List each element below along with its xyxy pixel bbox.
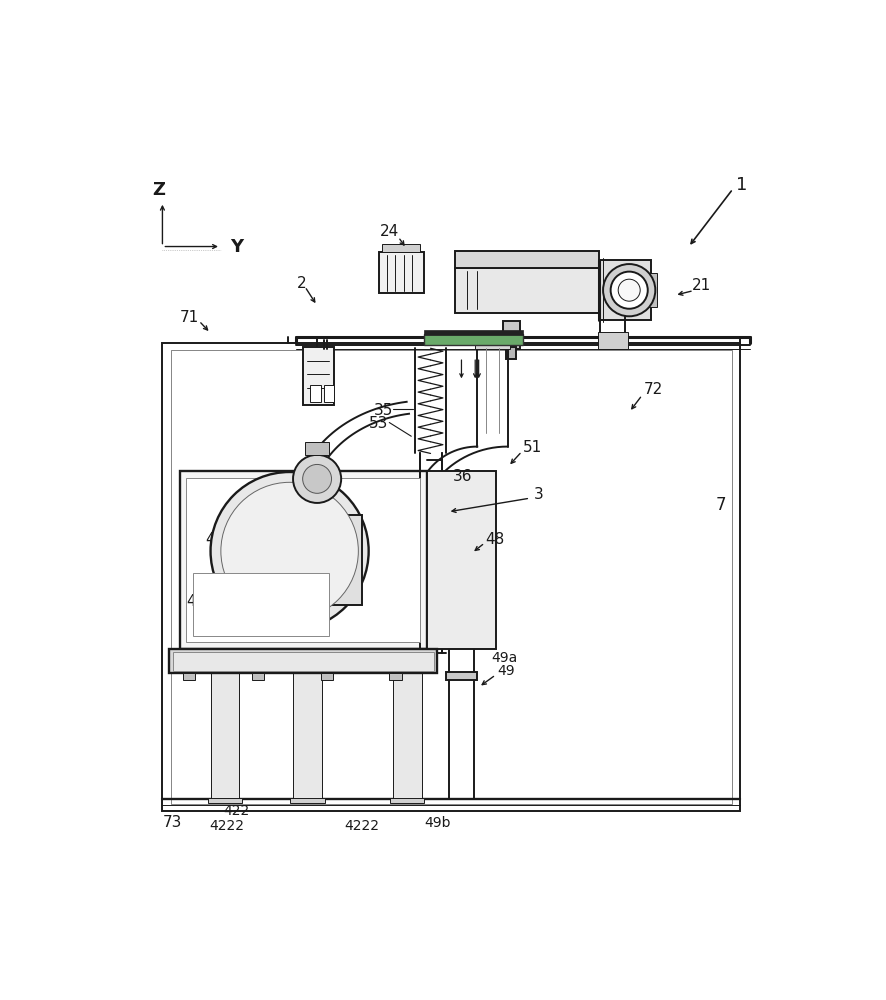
- Bar: [305, 442, 329, 455]
- Bar: [455, 268, 598, 313]
- Bar: [598, 260, 649, 320]
- Bar: [252, 673, 264, 680]
- Text: 49a: 49a: [491, 651, 517, 665]
- Text: 35: 35: [373, 403, 392, 418]
- Text: 51: 51: [523, 440, 542, 455]
- Bar: [162, 343, 739, 811]
- Bar: [173, 652, 433, 671]
- Text: 71: 71: [179, 310, 198, 325]
- Bar: [475, 337, 509, 349]
- Text: 3: 3: [533, 487, 543, 502]
- Circle shape: [610, 272, 647, 309]
- Text: 42: 42: [186, 594, 206, 609]
- Text: 53: 53: [369, 416, 387, 431]
- Bar: [170, 350, 731, 804]
- Bar: [310, 385, 320, 402]
- Text: 49: 49: [497, 664, 514, 678]
- Bar: [327, 515, 361, 605]
- Text: 2: 2: [296, 276, 306, 291]
- Text: 36: 36: [453, 469, 472, 484]
- Circle shape: [302, 464, 331, 493]
- Bar: [210, 673, 239, 799]
- Text: 43: 43: [265, 487, 284, 502]
- Bar: [303, 347, 334, 405]
- Bar: [455, 251, 598, 268]
- Circle shape: [618, 279, 640, 301]
- Bar: [427, 471, 495, 649]
- Text: 48: 48: [485, 532, 504, 547]
- Bar: [290, 798, 324, 803]
- Text: Y: Y: [229, 238, 243, 256]
- Bar: [323, 385, 334, 402]
- Bar: [390, 798, 424, 803]
- Text: 21: 21: [691, 278, 711, 293]
- Text: 4: 4: [206, 532, 215, 547]
- Text: 4222: 4222: [344, 819, 379, 833]
- Text: 49b: 49b: [424, 816, 450, 830]
- Bar: [446, 672, 476, 680]
- Text: 7: 7: [715, 496, 726, 514]
- Text: 41: 41: [252, 504, 271, 519]
- Text: 4222: 4222: [208, 819, 244, 833]
- Text: 1: 1: [735, 176, 747, 194]
- Bar: [597, 332, 627, 349]
- Bar: [382, 244, 420, 252]
- Text: 73: 73: [162, 815, 182, 830]
- Bar: [392, 673, 421, 799]
- Bar: [378, 252, 424, 293]
- Text: 24: 24: [379, 224, 399, 239]
- Bar: [193, 573, 329, 636]
- Bar: [506, 347, 516, 359]
- Text: 421: 421: [210, 553, 237, 567]
- Circle shape: [292, 455, 341, 503]
- Bar: [424, 330, 523, 335]
- Bar: [320, 673, 332, 680]
- Bar: [183, 673, 195, 680]
- Bar: [389, 673, 401, 680]
- Circle shape: [210, 472, 369, 630]
- Bar: [207, 798, 242, 803]
- Bar: [179, 471, 427, 649]
- Text: 72: 72: [643, 382, 662, 397]
- Bar: [502, 321, 519, 349]
- Bar: [186, 478, 420, 642]
- Text: Z: Z: [152, 181, 166, 199]
- Bar: [649, 273, 657, 307]
- Circle shape: [221, 482, 358, 620]
- Text: 422: 422: [222, 804, 249, 818]
- Bar: [424, 334, 523, 345]
- Bar: [292, 673, 322, 799]
- Bar: [169, 649, 437, 673]
- Circle shape: [602, 264, 655, 316]
